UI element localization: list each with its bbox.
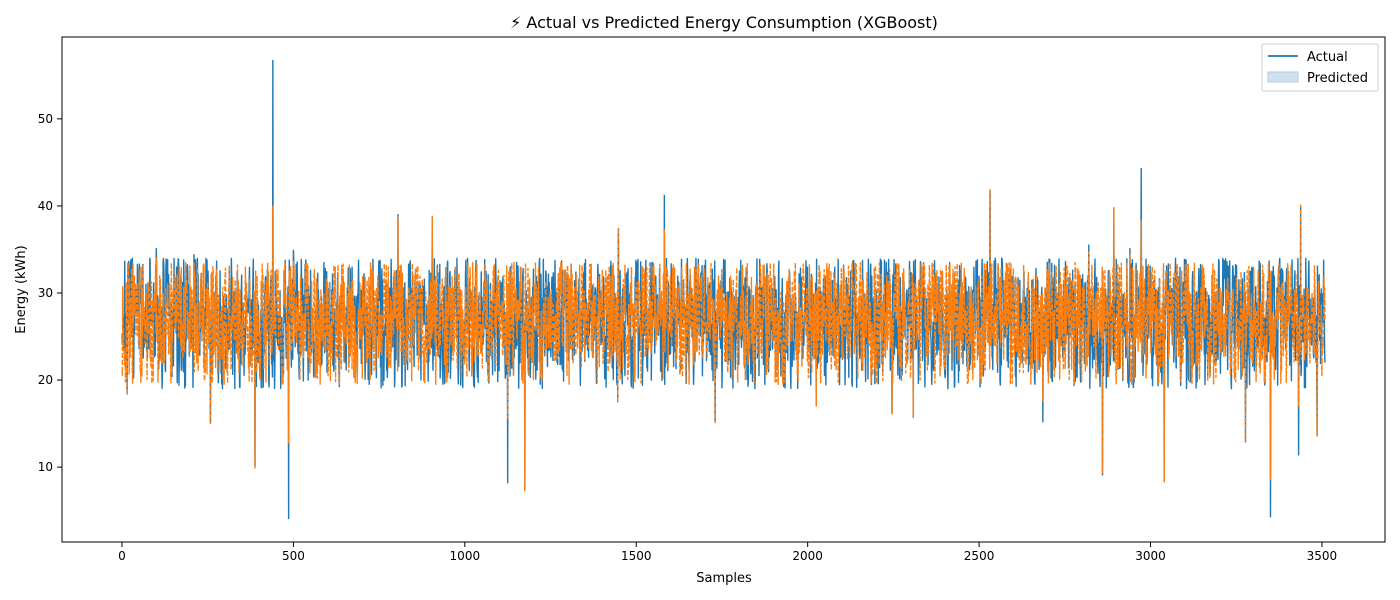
x-tick-label: 1000	[450, 549, 481, 563]
x-axis-label: Samples	[696, 571, 752, 586]
x-tick-label: 2000	[792, 549, 823, 563]
x-axis: 0 500 1000 1500 2000 2500 3000 3500	[118, 542, 1337, 563]
plot-frame	[61, 36, 1386, 543]
legend-predicted-label: Predicted	[1307, 71, 1368, 86]
x-tick-label: 1500	[621, 549, 652, 563]
legend: Actual Predicted	[1261, 43, 1379, 92]
x-tick-label: 3000	[1135, 549, 1166, 563]
y-tick-label: 20	[38, 373, 53, 387]
y-tick-label: 40	[38, 199, 53, 213]
y-tick-label: 30	[38, 286, 53, 300]
legend-actual-label: Actual	[1307, 50, 1348, 65]
y-axis-label: Energy (kWh)	[14, 245, 29, 333]
series-group	[121, 59, 1326, 520]
series-line-predicted	[121, 187, 1326, 492]
chart-title: ⚡ Actual vs Predicted Energy Consumption…	[510, 13, 938, 32]
x-tick-label: 0	[118, 549, 126, 563]
legend-predicted-patch	[1267, 71, 1299, 83]
x-tick-label: 500	[282, 549, 305, 563]
x-tick-label: 2500	[964, 549, 995, 563]
y-tick-label: 10	[38, 460, 53, 474]
y-tick-label: 50	[38, 112, 53, 126]
x-tick-label: 3500	[1307, 549, 1338, 563]
y-axis: 10 20 30 40 50	[38, 112, 62, 474]
